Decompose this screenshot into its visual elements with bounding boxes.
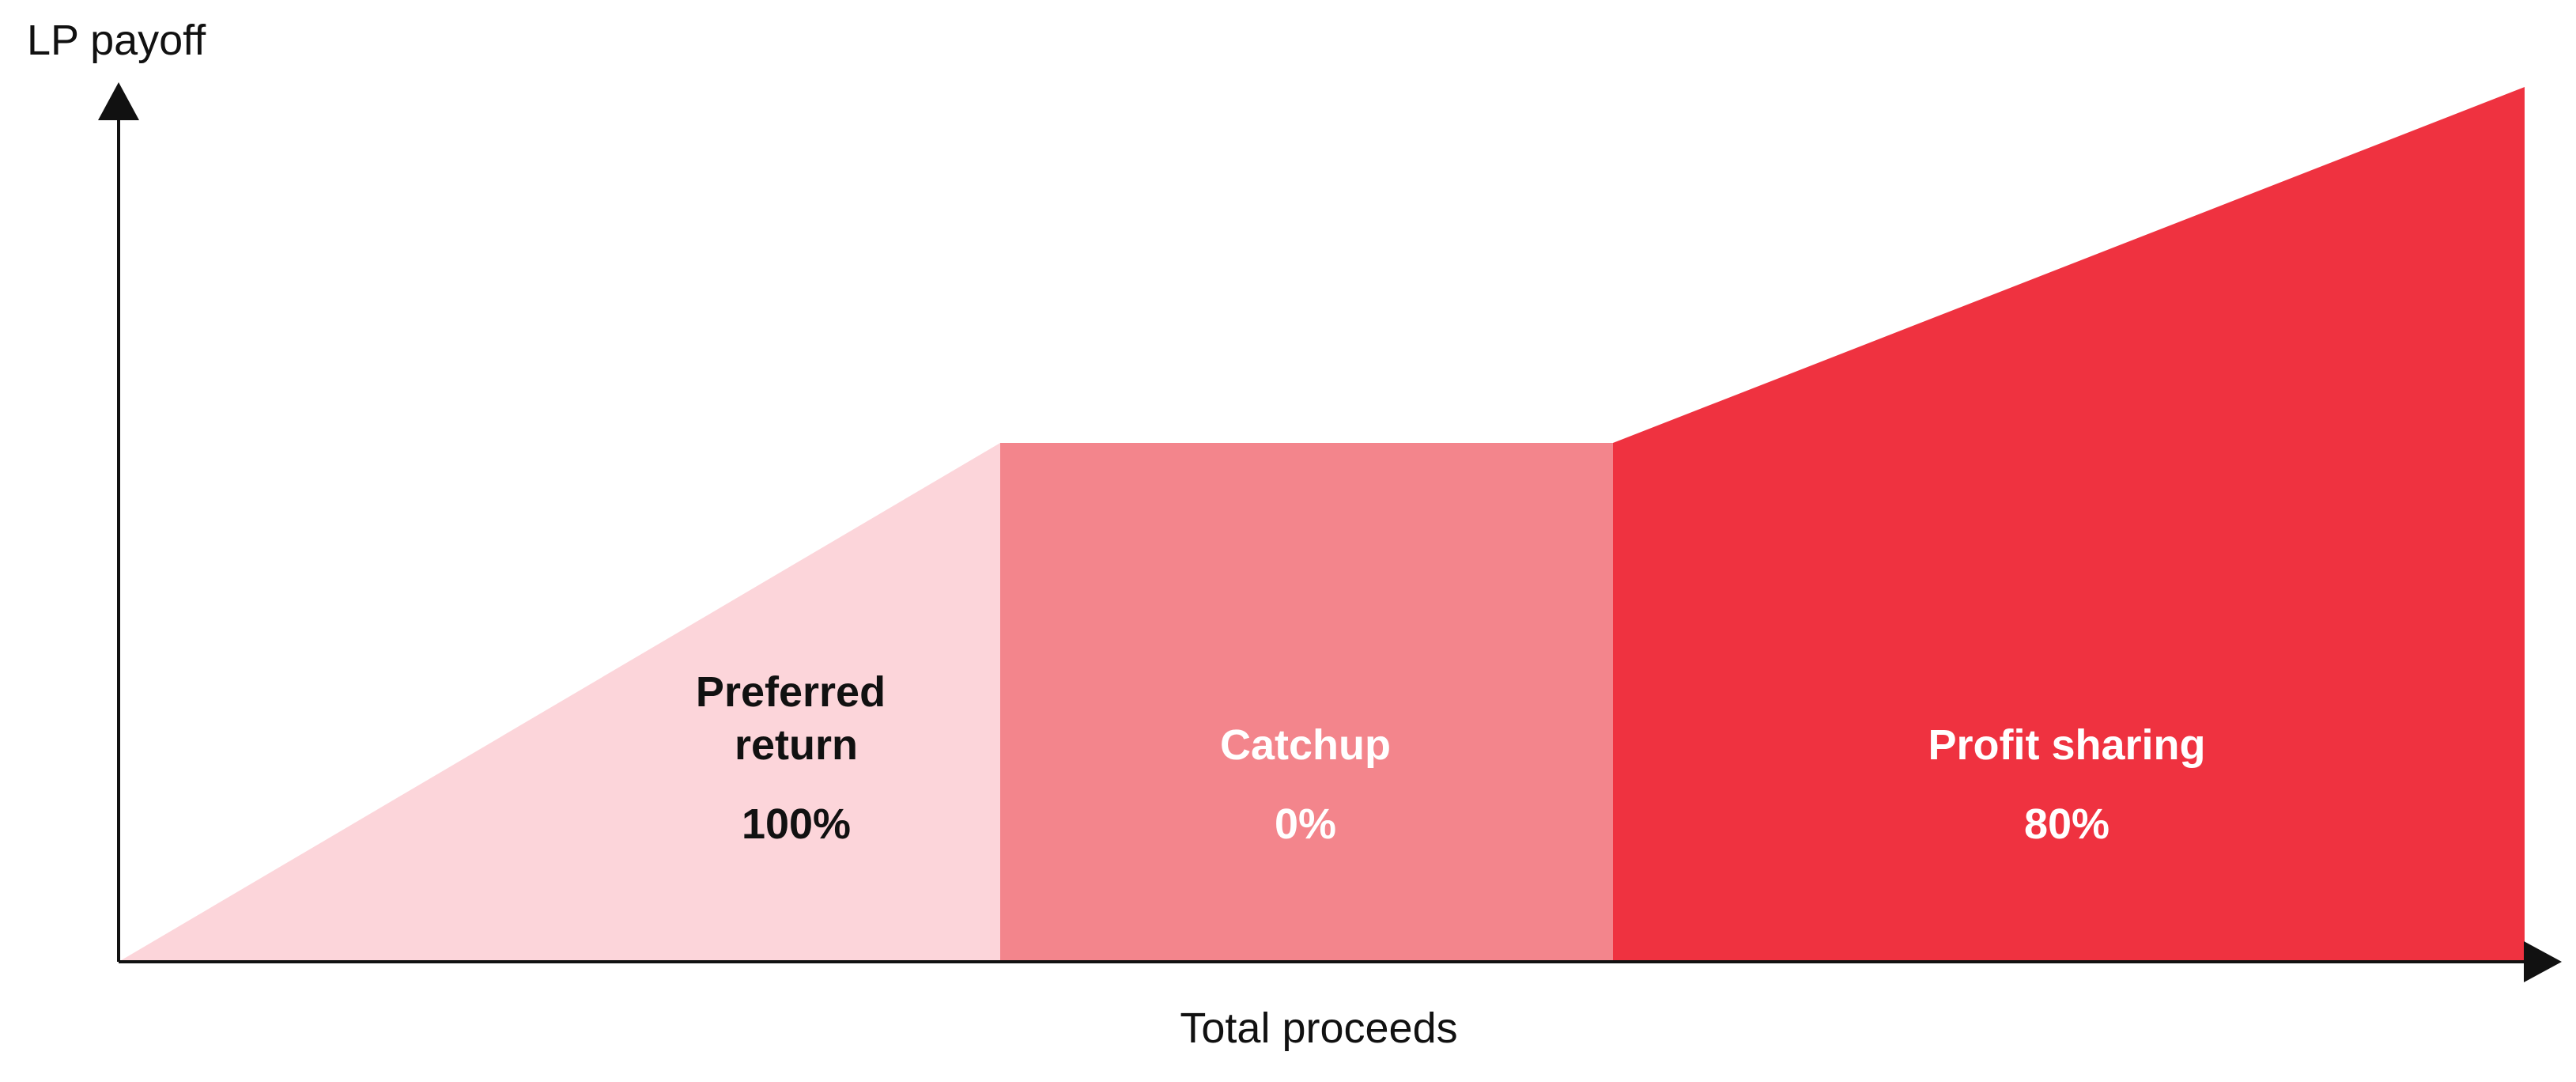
region-preferred-return <box>119 443 1000 962</box>
x-axis-arrow-icon <box>2524 941 2562 982</box>
catchup-label: Catchup <box>1220 721 1391 769</box>
profit-sharing-label: Profit sharing <box>1928 721 2205 769</box>
region-catchup <box>1000 443 1613 962</box>
region-profit-sharing <box>1613 87 2525 962</box>
y-axis-title: LP payoff <box>27 17 206 64</box>
preferred-return-pct: 100% <box>742 800 851 848</box>
preferred-return-label-line-2: return <box>735 721 858 769</box>
preferred-return-label-line-1: Preferred <box>696 668 886 716</box>
profit-sharing-pct: 80% <box>2024 800 2110 848</box>
y-axis-arrow-icon <box>98 82 139 120</box>
catchup-pct: 0% <box>1275 800 1336 848</box>
x-axis-title: Total proceeds <box>1180 1004 1457 1052</box>
